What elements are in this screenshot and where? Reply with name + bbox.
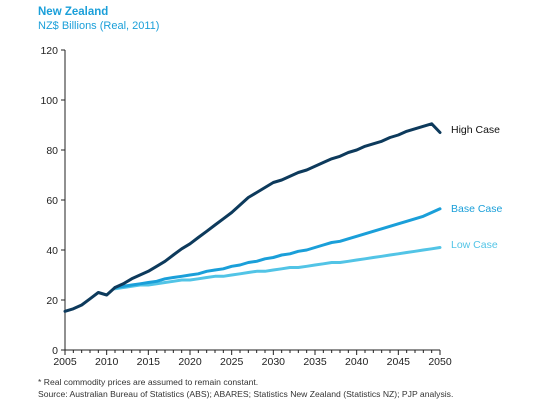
y-tick-label: 100 <box>40 95 58 107</box>
x-tick-label: 2020 <box>178 356 202 368</box>
footnote-note: * Real commodity prices are assumed to r… <box>38 377 259 387</box>
x-tick-label: 2010 <box>95 356 119 368</box>
series-line-high-case <box>63 122 442 313</box>
x-tick-label: 2025 <box>220 356 244 368</box>
chart-title: New Zealand <box>38 6 109 18</box>
x-tick-label: 2005 <box>53 356 77 368</box>
y-tick-label: 60 <box>46 195 58 207</box>
y-tick-label: 40 <box>46 245 58 257</box>
x-tick-label: 2035 <box>303 356 327 368</box>
series-line-low-case <box>113 246 442 291</box>
y-tick-label: 120 <box>40 45 58 57</box>
chart-series-labels: High Case Base Case Low Case <box>451 124 503 251</box>
footnote-source: Source: Australian Bureau of Statistics … <box>38 389 454 399</box>
y-tick-label: 80 <box>46 145 58 157</box>
x-tick-label: 2045 <box>387 356 411 368</box>
x-tick-label: 2030 <box>262 356 286 368</box>
series-label-high-case: High Case <box>451 124 500 136</box>
x-tick-label: 2015 <box>137 356 161 368</box>
series-label-base-case: Base Case <box>451 203 503 215</box>
x-tick-label: 2040 <box>345 356 369 368</box>
x-tick-label: 2050 <box>428 356 452 368</box>
chart-subtitle: NZ$ Billions (Real, 2011) <box>38 20 160 32</box>
y-tick-label: 0 <box>52 345 58 357</box>
series-label-low-case: Low Case <box>451 239 498 251</box>
y-tick-label: 20 <box>46 295 58 307</box>
chart-series-group <box>63 122 442 313</box>
series-line-base-case <box>113 207 442 289</box>
